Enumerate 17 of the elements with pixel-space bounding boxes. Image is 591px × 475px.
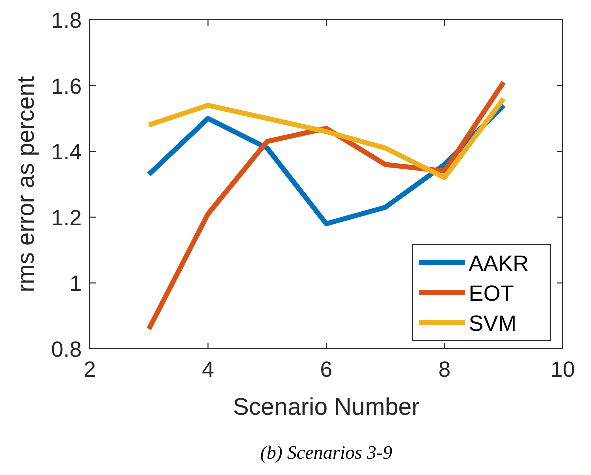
legend-label: EOT (469, 281, 514, 306)
y-tick-label: 1.8 (51, 8, 82, 33)
y-tick-label: 1.6 (51, 74, 82, 99)
legend-label: SVM (469, 311, 517, 336)
x-tick-label: 4 (202, 357, 214, 382)
x-axis-title: Scenario Number (233, 394, 420, 421)
y-tick-label: 0.8 (51, 337, 82, 362)
y-axis-title: rms error as percent (13, 76, 40, 293)
x-tick-label: 2 (84, 357, 96, 382)
x-tick-label: 6 (320, 357, 333, 382)
y-tick-label: 1.2 (51, 205, 82, 230)
legend-label: AAKR (469, 251, 529, 276)
x-tick-label: 8 (438, 357, 451, 382)
y-tick-label: 1.4 (51, 140, 82, 165)
text: (b) Scenarios 3-9 (260, 443, 393, 464)
x-tick-label: 10 (550, 357, 576, 382)
y-tick-label: 1 (70, 271, 82, 296)
